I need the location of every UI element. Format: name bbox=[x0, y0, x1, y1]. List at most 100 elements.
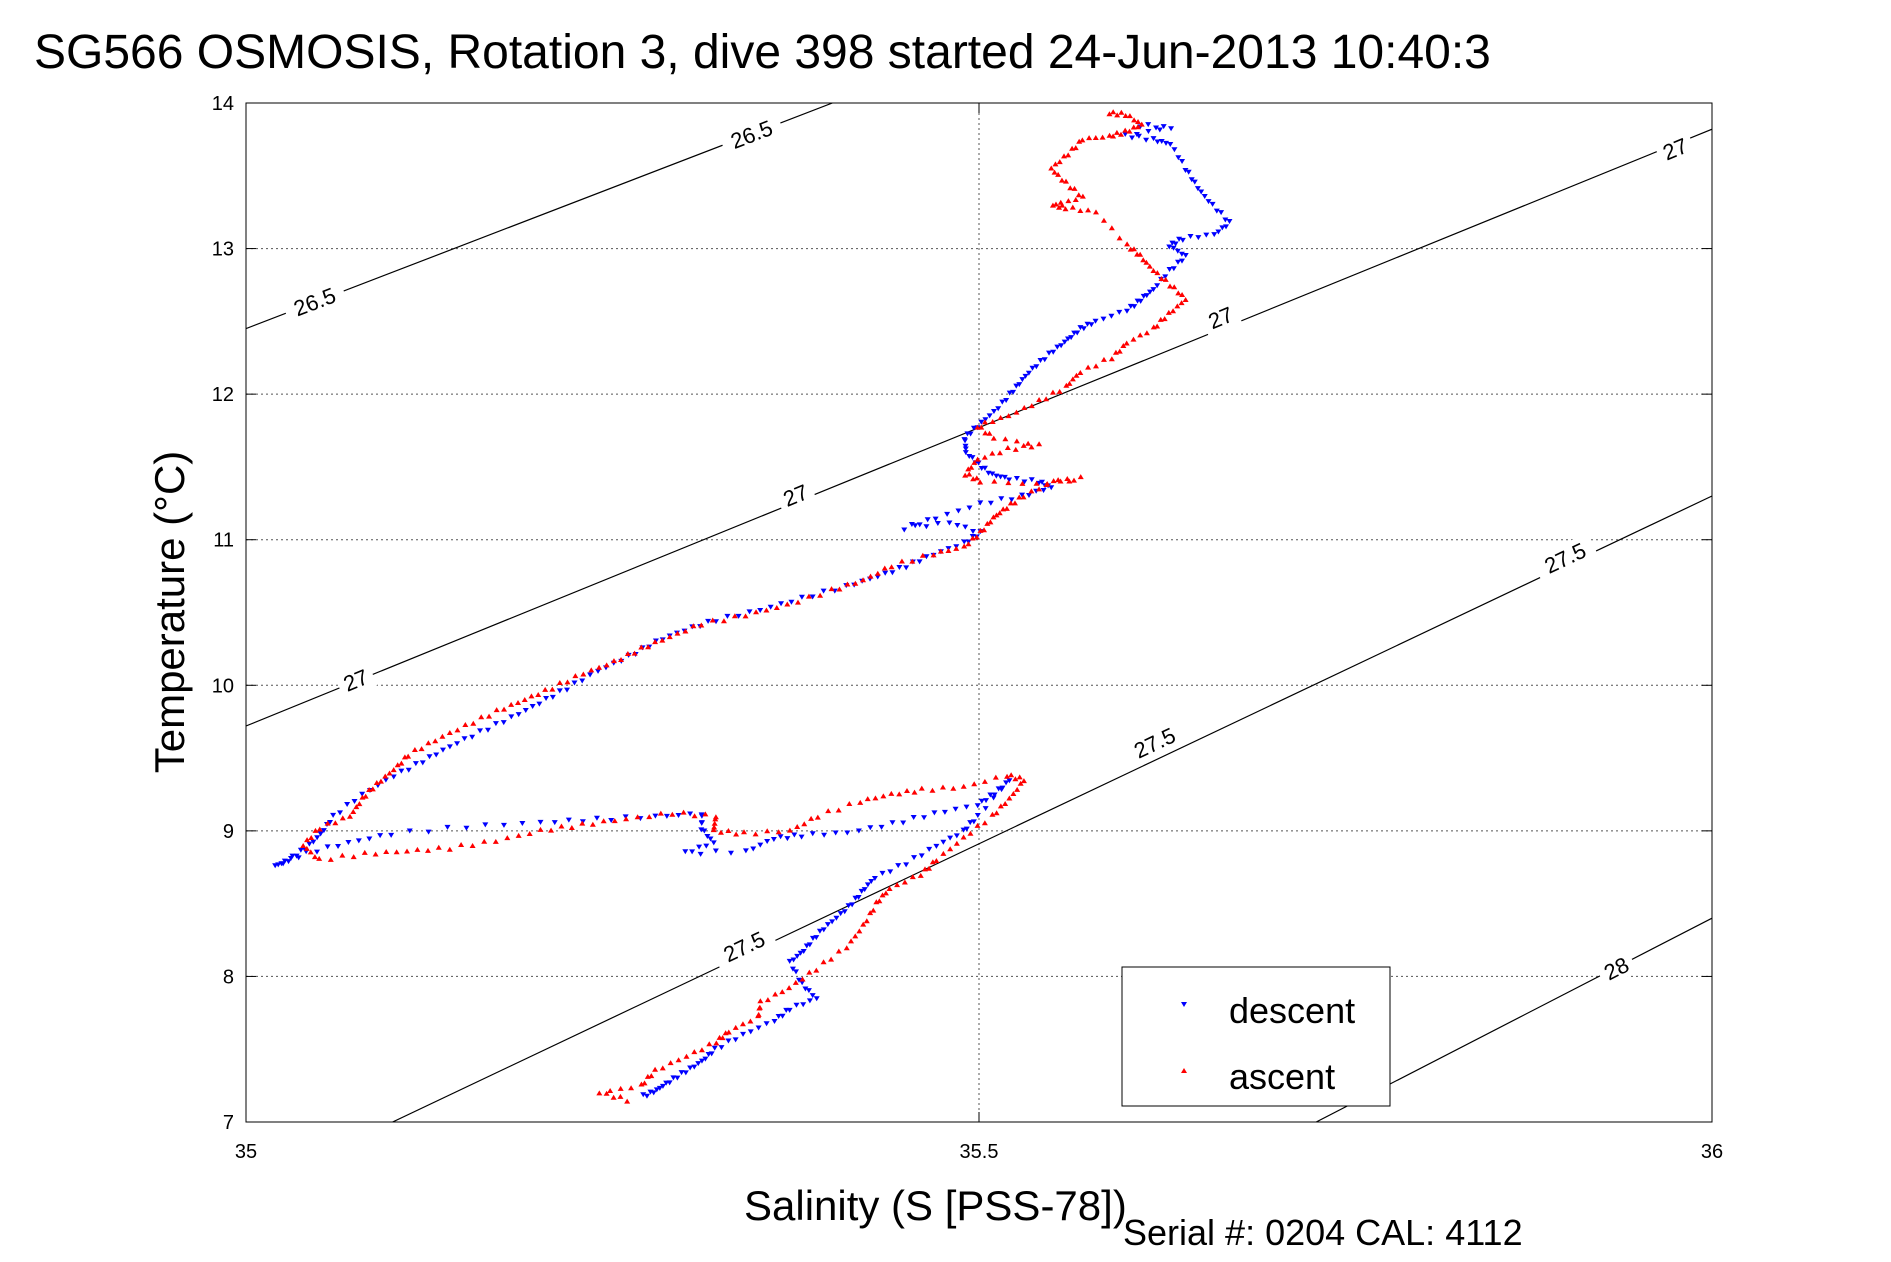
descent-point bbox=[500, 822, 507, 828]
ascent-point bbox=[857, 799, 864, 805]
ascent-point bbox=[991, 478, 998, 484]
descent-point bbox=[724, 613, 731, 619]
ascent-point bbox=[950, 785, 957, 791]
ascent-point bbox=[1016, 774, 1023, 780]
descent-point bbox=[1146, 289, 1153, 295]
ascent-point bbox=[886, 885, 893, 891]
y-tick-label: 9 bbox=[223, 821, 234, 843]
descent-point bbox=[975, 460, 982, 466]
ascent-point bbox=[1179, 292, 1186, 298]
ascent-point bbox=[425, 740, 432, 746]
descent-point bbox=[1209, 201, 1216, 207]
descent-point bbox=[718, 1045, 725, 1051]
descent-point bbox=[750, 846, 757, 852]
descent-point bbox=[1169, 240, 1176, 246]
ascent-point bbox=[967, 830, 974, 836]
ascent-point bbox=[680, 809, 687, 815]
descent-point bbox=[388, 832, 395, 838]
descent-point bbox=[1048, 485, 1055, 491]
descent-point bbox=[335, 843, 342, 849]
ascent-point bbox=[933, 858, 940, 864]
ascent-point bbox=[794, 599, 801, 605]
ascent-point bbox=[753, 609, 760, 615]
ascent-point bbox=[1071, 185, 1078, 191]
legend-descent-marker bbox=[1181, 1002, 1187, 1007]
descent-point bbox=[1226, 218, 1233, 224]
ascent-point bbox=[1120, 343, 1127, 349]
ascent-point bbox=[1077, 208, 1084, 214]
descent-point bbox=[844, 830, 851, 836]
ascent-point bbox=[860, 921, 867, 927]
descent-point bbox=[1021, 479, 1028, 485]
descent-point bbox=[926, 846, 933, 852]
legend-descent-label: descent bbox=[1229, 990, 1355, 1031]
descent-point bbox=[962, 446, 969, 452]
descent-point bbox=[652, 813, 659, 819]
ascent-point bbox=[1110, 133, 1117, 139]
ascent-point bbox=[316, 826, 323, 832]
descent-point bbox=[820, 927, 827, 933]
ascent-point bbox=[610, 1094, 617, 1100]
ascent-point bbox=[978, 424, 985, 430]
contour-label-gap bbox=[710, 921, 778, 972]
descent-point bbox=[579, 678, 586, 684]
descent-point bbox=[314, 835, 321, 841]
ascent-point bbox=[572, 673, 579, 679]
ascent-point bbox=[742, 613, 749, 619]
descent-point bbox=[770, 836, 777, 842]
descent-point bbox=[1179, 158, 1186, 164]
ascent-point bbox=[311, 854, 318, 860]
ascent-point bbox=[596, 664, 603, 670]
descent-point bbox=[916, 559, 923, 565]
descent-point bbox=[974, 813, 981, 819]
grid-lines bbox=[246, 103, 1712, 1122]
y-tick-label: 13 bbox=[212, 239, 234, 261]
ascent-point bbox=[535, 692, 542, 698]
ascent-point bbox=[874, 570, 881, 576]
descent-point bbox=[962, 524, 969, 530]
ascent-point bbox=[1135, 119, 1142, 125]
legend-ascent-marker bbox=[1181, 1068, 1187, 1073]
ascent-point bbox=[977, 479, 984, 485]
descent-point bbox=[1174, 248, 1181, 254]
ascent-point bbox=[971, 459, 978, 465]
descent-point bbox=[1025, 370, 1032, 376]
ascent-point bbox=[564, 679, 571, 685]
ascent-point bbox=[709, 617, 716, 623]
descent-point bbox=[998, 496, 1005, 502]
ascent-point bbox=[558, 823, 565, 829]
descent-point bbox=[1127, 303, 1134, 309]
descent-point bbox=[970, 425, 977, 431]
ascent-point bbox=[1067, 185, 1074, 191]
ascent-point bbox=[911, 789, 918, 795]
ascent-point bbox=[1146, 263, 1153, 269]
descent-point bbox=[868, 878, 875, 884]
ascent-point bbox=[965, 466, 972, 472]
ascent-point bbox=[350, 854, 357, 860]
ascent-point bbox=[786, 827, 793, 833]
ascent-point bbox=[786, 985, 793, 991]
descent-point bbox=[964, 431, 971, 437]
ascent-point bbox=[930, 552, 937, 558]
descent-point bbox=[687, 811, 694, 817]
ascent-point bbox=[993, 512, 1000, 518]
ascent-point bbox=[1154, 323, 1161, 329]
descent-point bbox=[1156, 127, 1163, 133]
descent-point bbox=[705, 1052, 712, 1058]
descent-point bbox=[837, 911, 844, 917]
ascent-point bbox=[1055, 477, 1062, 483]
ascent-point bbox=[603, 662, 610, 668]
ascent-point bbox=[945, 548, 952, 554]
ascent-point bbox=[961, 543, 968, 549]
ascent-point bbox=[814, 814, 821, 820]
descent-point bbox=[829, 919, 836, 925]
descent-point bbox=[1123, 308, 1130, 314]
descent-point bbox=[280, 861, 287, 867]
ascent-point bbox=[1043, 396, 1050, 402]
descent-point bbox=[1040, 487, 1047, 493]
descent-point bbox=[697, 851, 704, 857]
x-tick-label: 36 bbox=[1701, 1141, 1723, 1163]
ascent-point bbox=[1077, 474, 1084, 480]
ascent-point bbox=[805, 593, 812, 599]
ascent-point bbox=[817, 592, 824, 598]
